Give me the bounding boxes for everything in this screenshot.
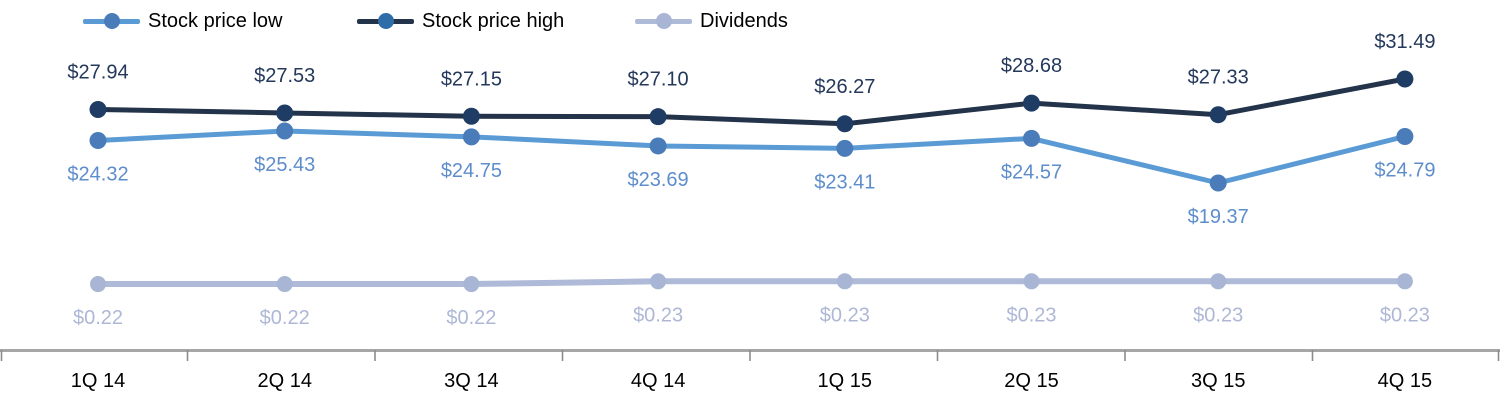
data-label-dividends: $0.23 — [1193, 304, 1243, 326]
data-label-dividends: $0.23 — [820, 304, 870, 326]
data-point-stock-price-low — [836, 139, 854, 157]
legend-marker-low — [83, 8, 140, 34]
series-line-stock-price-high — [95, 76, 1408, 127]
data-point-stock-price-low — [1396, 128, 1414, 146]
x-axis-label: 3Q 14 — [444, 370, 498, 392]
x-axis-label: 2Q 14 — [257, 370, 311, 392]
data-label-dividends: $0.23 — [633, 304, 683, 326]
legend-item-stock-price-high: Stock price high — [357, 8, 564, 34]
legend-marker-high — [357, 8, 414, 34]
data-label-stock-price-low: $24.57 — [1001, 161, 1062, 183]
x-axis-label: 1Q 15 — [818, 370, 872, 392]
legend-label-stock-price-low: Stock price low — [148, 10, 283, 32]
data-point-stock-price-high — [1396, 70, 1414, 88]
data-point-stock-price-high — [89, 100, 107, 118]
data-point-stock-price-low — [276, 122, 294, 140]
data-point-stock-price-high — [276, 104, 294, 122]
data-label-stock-price-high: $27.33 — [1188, 67, 1249, 89]
legend-dot-dividends-icon — [655, 13, 672, 29]
data-point-stock-price-high — [1209, 106, 1227, 124]
series-line-dividends — [95, 278, 1408, 288]
data-label-dividends: $0.23 — [1380, 304, 1430, 326]
data-label-stock-price-high: $27.10 — [628, 69, 689, 91]
x-axis-label: 4Q 14 — [631, 370, 685, 392]
data-point-dividends — [650, 273, 667, 290]
data-point-stock-price-low — [89, 132, 107, 150]
data-point-dividends — [90, 276, 106, 293]
legend-label-dividends: Dividends — [700, 10, 788, 32]
data-point-dividends — [1023, 273, 1040, 290]
data-point-dividends — [1210, 273, 1227, 290]
data-label-stock-price-low: $23.41 — [814, 171, 875, 193]
data-point-stock-price-high — [649, 108, 667, 126]
data-point-dividends — [1396, 273, 1413, 290]
data-label-stock-price-low: $25.43 — [254, 154, 315, 176]
data-label-stock-price-high: $31.49 — [1374, 31, 1435, 53]
legend-label-stock-price-high: Stock price high — [422, 10, 565, 32]
series-line-stock-price-low — [95, 128, 1408, 186]
data-label-stock-price-high: $26.27 — [814, 76, 875, 98]
data-point-stock-price-high — [1023, 94, 1040, 112]
data-label-dividends: $0.23 — [1006, 304, 1056, 326]
data-point-stock-price-low — [1023, 129, 1040, 147]
data-label-stock-price-high: $28.68 — [1001, 55, 1062, 77]
legend-marker-dividends — [635, 8, 692, 34]
data-label-dividends: $0.22 — [446, 307, 496, 329]
data-label-stock-price-low: $19.37 — [1188, 206, 1249, 228]
legend-dot-low-icon — [103, 13, 120, 29]
x-axis-label: 1Q 14 — [71, 370, 125, 392]
x-axis-label: 3Q 15 — [1191, 370, 1245, 392]
legend-item-stock-price-low: Stock price low — [83, 8, 283, 34]
data-point-stock-price-low — [1209, 174, 1227, 192]
data-point-dividends — [276, 276, 293, 293]
data-label-stock-price-high: $27.15 — [441, 68, 502, 90]
data-point-dividends — [836, 273, 853, 290]
data-point-dividends — [463, 276, 480, 293]
legend-dot-high-icon — [377, 13, 394, 29]
data-point-stock-price-high — [836, 115, 854, 133]
data-point-stock-price-high — [462, 107, 480, 125]
data-label-dividends: $0.22 — [260, 307, 310, 329]
data-point-stock-price-low — [462, 128, 480, 146]
data-label-stock-price-low: $24.79 — [1374, 160, 1435, 182]
chart-legend: Stock price low Stock price high Dividen… — [0, 0, 1500, 44]
x-axis-label: 4Q 15 — [1378, 370, 1432, 392]
data-label-stock-price-high: $27.53 — [254, 65, 315, 87]
x-axis-label: 2Q 15 — [1004, 370, 1058, 392]
data-label-stock-price-low: $23.69 — [628, 169, 689, 191]
data-label-stock-price-low: $24.75 — [441, 160, 502, 182]
data-point-stock-price-low — [649, 137, 667, 155]
data-label-stock-price-high: $27.94 — [67, 61, 128, 83]
data-label-stock-price-low: $24.32 — [67, 164, 128, 186]
legend-item-dividends: Dividends — [635, 8, 788, 34]
data-label-dividends: $0.22 — [73, 307, 123, 329]
